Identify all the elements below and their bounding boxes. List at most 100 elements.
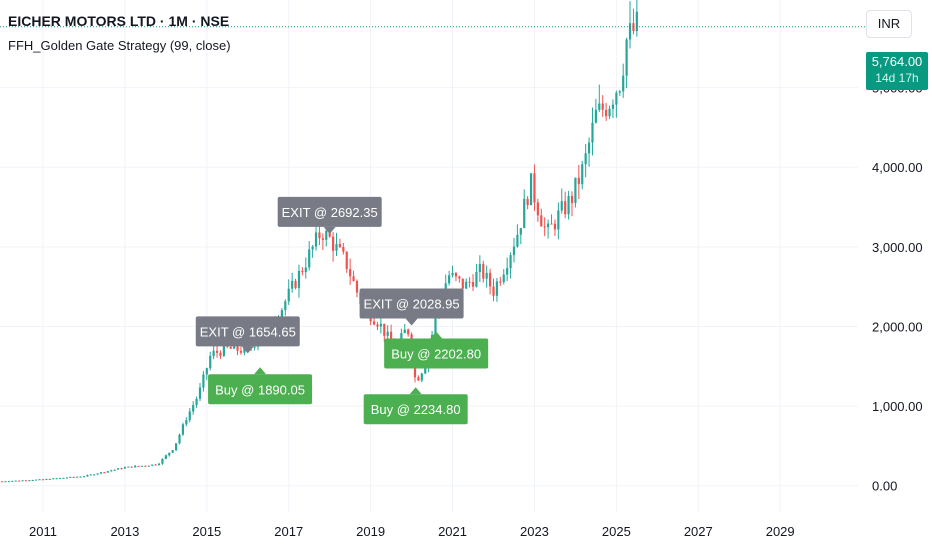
candle-body [58, 477, 62, 479]
candle-body [335, 244, 338, 251]
candle-body [495, 281, 499, 296]
candle-body [38, 479, 41, 481]
candle-body [185, 420, 188, 425]
label-box [277, 196, 382, 227]
candle-body [608, 108, 611, 117]
candle [355, 279, 359, 298]
candle-body [301, 270, 304, 272]
candle [512, 237, 516, 263]
candle-body [570, 195, 574, 204]
candle-body [533, 173, 536, 203]
candle-body [564, 201, 567, 215]
candle [76, 476, 79, 478]
candle [591, 107, 594, 156]
candle-body [116, 468, 120, 470]
candle-body [403, 329, 406, 334]
candle [492, 278, 495, 302]
candle-body [420, 373, 423, 381]
x-tick-label: 2015 [192, 524, 221, 539]
candle-body [540, 215, 543, 227]
candle-body [318, 232, 321, 239]
candle [48, 478, 51, 480]
label-pointer [430, 331, 443, 339]
candle [615, 90, 618, 118]
candle-body [598, 103, 601, 110]
buy-label: Buy @ 2234.80 [363, 387, 468, 425]
candle-body [400, 333, 403, 344]
candle [581, 160, 584, 190]
candle [79, 476, 82, 478]
candle-body [587, 142, 591, 154]
candle [628, 1, 632, 49]
candles [0, 0, 638, 483]
candle-body [175, 443, 178, 451]
candle-body [28, 480, 31, 482]
candle-body [311, 246, 314, 250]
candle [331, 232, 335, 262]
last-price-value: 5,764.00 [871, 54, 923, 69]
candle [465, 278, 468, 289]
candle-body [89, 474, 92, 476]
candle [0, 481, 4, 483]
candle-body [386, 331, 389, 336]
candle [308, 241, 311, 271]
candle-body [181, 424, 185, 435]
label-pointer [405, 318, 418, 326]
candle-body [14, 480, 17, 482]
candle [471, 274, 475, 291]
candle-body [233, 344, 236, 349]
candle [314, 224, 318, 251]
candle-body [239, 350, 243, 353]
label-pointer [254, 367, 267, 375]
candle [96, 473, 99, 475]
candle-body [574, 177, 577, 204]
candle [45, 478, 48, 480]
candle [4, 481, 7, 483]
candle-body [103, 472, 106, 474]
candle-body [76, 476, 79, 478]
candle-body [82, 476, 86, 478]
candle [311, 244, 314, 258]
candle [557, 202, 560, 240]
candle-body [543, 226, 546, 228]
candle-body [236, 344, 239, 351]
candle-body [291, 280, 294, 289]
candle [38, 479, 41, 481]
candle-body [355, 280, 359, 293]
candle-body [591, 122, 594, 143]
candle-body [0, 481, 4, 483]
candle [451, 265, 454, 278]
candle-body [127, 466, 130, 468]
candle-body [21, 480, 24, 482]
candle-body [147, 465, 150, 467]
candle [335, 232, 338, 257]
candle-body [219, 352, 222, 356]
candle-body [113, 469, 116, 471]
candle-body [594, 109, 597, 123]
candle-body [140, 465, 144, 467]
candle-body [314, 232, 318, 247]
candle [560, 188, 563, 214]
candle [171, 450, 174, 454]
currency-button[interactable]: INR [866, 10, 912, 38]
candle [106, 471, 109, 474]
candle-body [475, 271, 478, 287]
candle [547, 219, 550, 239]
indicator-label[interactable]: FFH_Golden Gate Strategy (99, close) [8, 38, 231, 53]
candle-body [11, 480, 14, 482]
candle [11, 480, 14, 482]
symbol-title[interactable]: EICHER MOTORS LTD · 1M · NSE [8, 13, 230, 29]
candle [82, 475, 86, 478]
candle-body [625, 39, 628, 76]
candle [485, 265, 488, 288]
candle [318, 225, 321, 246]
candle [168, 452, 171, 457]
y-tick-label: 1,000.00 [872, 399, 923, 414]
candle [516, 224, 519, 248]
candle [478, 255, 481, 282]
candle-body [253, 346, 256, 348]
candle-body [499, 281, 502, 283]
candle-body [485, 272, 488, 279]
